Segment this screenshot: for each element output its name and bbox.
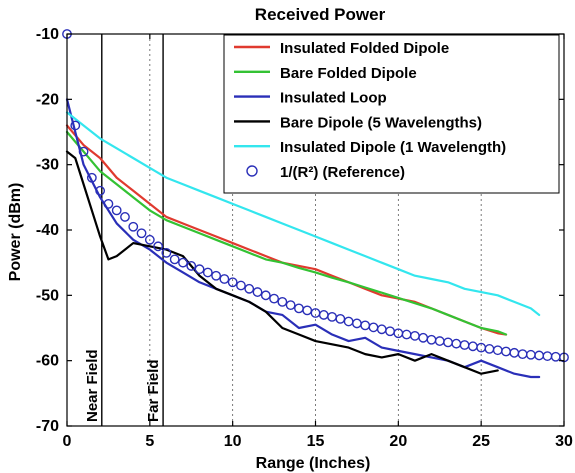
series-marker (542, 351, 553, 361)
series-marker (459, 340, 470, 350)
series-marker (385, 326, 395, 337)
series-marker (236, 280, 246, 291)
series-marker (178, 257, 188, 268)
series-marker (219, 274, 230, 284)
series-marker (136, 228, 147, 239)
series-marker (492, 345, 503, 356)
series-marker (128, 221, 139, 232)
series-marker (335, 313, 346, 324)
series-line (65, 150, 499, 375)
x-tick-label: 15 (307, 433, 325, 450)
series-marker (484, 344, 495, 354)
series-marker (78, 146, 89, 157)
legend-label: Bare Dipole (5 Wavelengths) (280, 114, 482, 131)
series-marker (277, 296, 288, 307)
series-line (65, 130, 508, 336)
x-tick-label: 0 (63, 433, 72, 450)
y-axis-title: Power (dBm) (7, 183, 24, 282)
series-marker (426, 334, 437, 345)
series-marker (211, 270, 222, 281)
legend-label: Insulated Folded Dipole (280, 40, 449, 57)
series-marker (111, 205, 122, 216)
annotation-layer: Near Field Far Field (84, 34, 164, 426)
series-marker (244, 283, 255, 294)
series-marker (434, 336, 445, 346)
annotation-label: Near Field (84, 349, 101, 422)
legend-box (223, 34, 560, 194)
series-marker (194, 264, 205, 275)
series-marker (227, 277, 238, 288)
annotation-label: Far Field (145, 359, 162, 422)
legend-label: Bare Folded Dipole (280, 65, 417, 82)
series-marker (95, 185, 106, 196)
series-marker (186, 261, 197, 271)
y-tick-label: -20 (36, 91, 59, 108)
series-marker (368, 322, 379, 333)
series-marker (161, 247, 172, 258)
series-marker (86, 172, 97, 183)
series-marker (302, 305, 313, 316)
y-tick-label: -10 (36, 26, 59, 43)
tick-label-layer: 0 5 10 15 20 25 30 -70 -60 -50 -40 -30 -20 -10 (36, 26, 573, 450)
series-marker (443, 337, 453, 348)
legend-label: 1/(R²) (Reference) (280, 164, 405, 181)
x-tick-label: 25 (472, 433, 490, 450)
series-marker (327, 311, 337, 322)
series-line (65, 98, 541, 379)
series-marker (260, 290, 271, 301)
series-marker (269, 293, 279, 304)
series-marker (153, 241, 164, 252)
series-marker (343, 316, 354, 327)
legend-swatch-marker (246, 165, 258, 177)
chart-title: Received Power (255, 5, 386, 24)
series-marker (517, 349, 528, 360)
series-layer (62, 29, 569, 379)
series-line (65, 111, 541, 317)
series-marker (70, 120, 81, 131)
series-marker (525, 349, 536, 360)
series-marker (534, 350, 545, 361)
x-tick-label: 10 (224, 433, 242, 450)
series-marker (467, 341, 478, 352)
series-marker (285, 300, 296, 311)
legend-label: Insulated Loop (280, 90, 387, 107)
x-tick-label: 30 (555, 433, 573, 450)
x-tick-label: 20 (389, 433, 407, 450)
y-tick-label: -50 (36, 287, 59, 304)
series-marker (451, 338, 462, 349)
series-marker (318, 310, 329, 320)
series-marker (103, 198, 114, 209)
series-marker (252, 287, 263, 297)
series-marker (401, 329, 412, 340)
series-marker (294, 303, 304, 314)
y-tick-label: -30 (36, 157, 59, 174)
x-tick-label: 5 (145, 433, 154, 450)
series-marker (202, 267, 213, 278)
series-marker (501, 346, 511, 357)
legend-label: Insulated Dipole (1 Wavelength) (280, 139, 506, 156)
y-tick-label: -40 (36, 222, 59, 239)
y-tick-label: -70 (36, 418, 59, 435)
series-marker (169, 254, 180, 265)
series-marker (409, 330, 420, 341)
series-marker (509, 347, 520, 358)
x-axis-title: Range (Inches) (256, 455, 371, 472)
series-marker (376, 324, 387, 335)
series-marker (120, 212, 130, 222)
series-marker (352, 318, 362, 329)
series-marker (550, 351, 561, 362)
y-tick-label: -60 (36, 353, 59, 370)
legend-layer: Insulated Folded Dipole Bare Folded Dipol… (223, 34, 560, 194)
series-marker (418, 332, 429, 343)
series-marker (144, 234, 155, 245)
series-marker (360, 320, 371, 331)
